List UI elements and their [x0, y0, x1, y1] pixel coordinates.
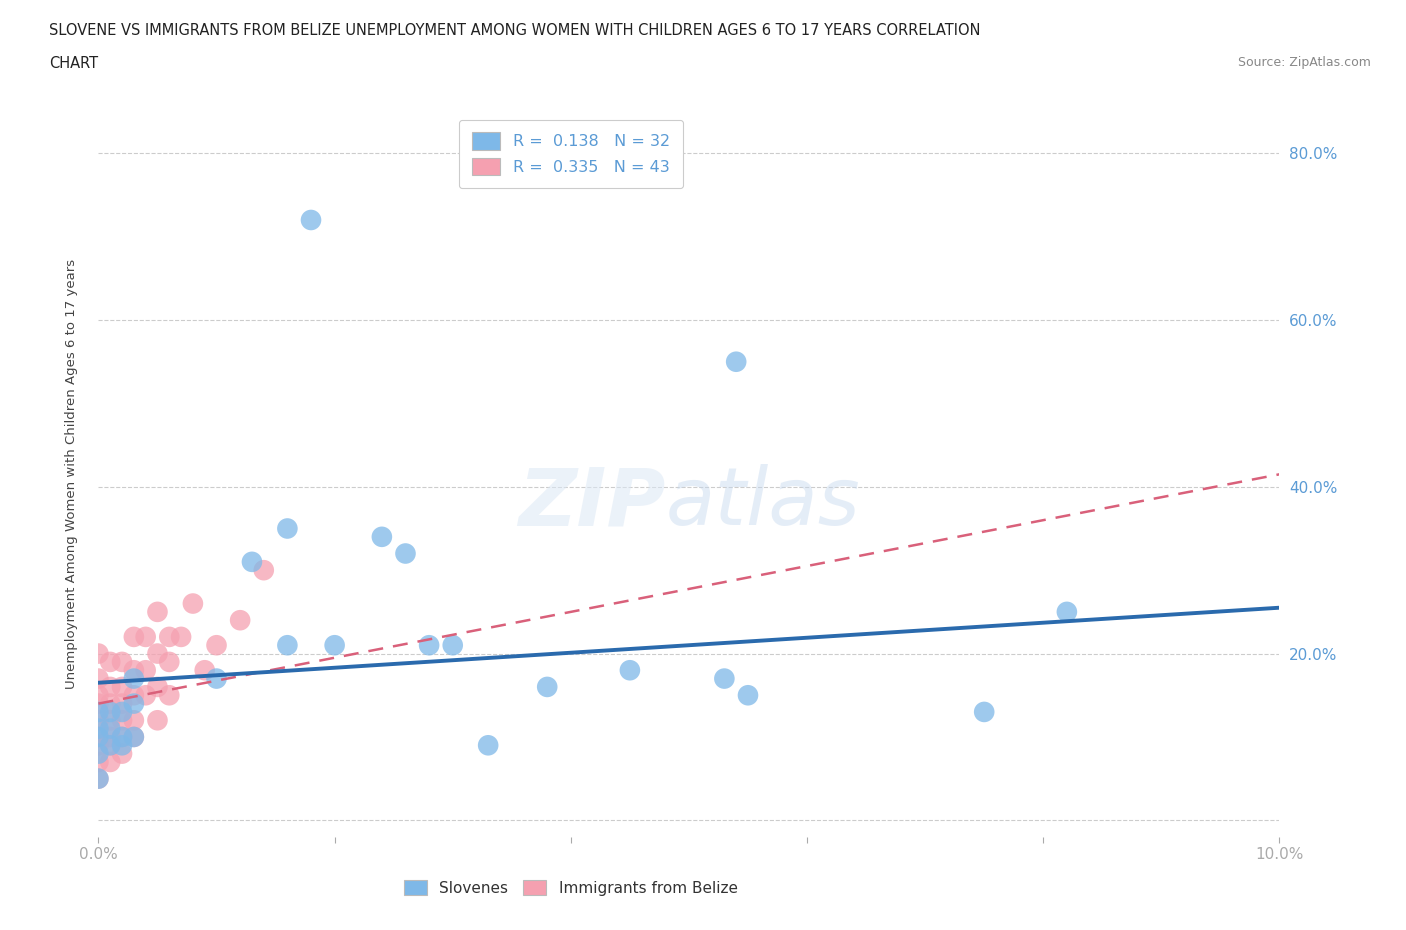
- Point: [98, 680, 121, 695]
- Point: [98, 705, 121, 720]
- Point: [157, 688, 180, 703]
- Point: [619, 663, 641, 678]
- Point: [87, 737, 110, 752]
- Point: [146, 712, 169, 727]
- Point: [323, 638, 346, 653]
- Point: [98, 655, 121, 670]
- Point: [135, 688, 157, 703]
- Point: [1056, 604, 1078, 619]
- Point: [181, 596, 204, 611]
- Point: [394, 546, 416, 561]
- Point: [157, 630, 180, 644]
- Point: [111, 746, 134, 761]
- Point: [122, 729, 145, 744]
- Point: [98, 737, 121, 752]
- Point: [87, 721, 110, 736]
- Point: [146, 604, 169, 619]
- Point: [87, 771, 110, 786]
- Point: [111, 729, 134, 744]
- Point: [87, 754, 110, 769]
- Point: [122, 688, 145, 703]
- Point: [170, 630, 193, 644]
- Point: [194, 663, 217, 678]
- Point: [87, 729, 110, 744]
- Y-axis label: Unemployment Among Women with Children Ages 6 to 17 years: Unemployment Among Women with Children A…: [65, 259, 77, 689]
- Point: [122, 697, 145, 711]
- Point: [98, 697, 121, 711]
- Point: [229, 613, 252, 628]
- Text: atlas: atlas: [665, 464, 860, 542]
- Text: Source: ZipAtlas.com: Source: ZipAtlas.com: [1237, 56, 1371, 69]
- Point: [111, 705, 134, 720]
- Point: [240, 554, 263, 569]
- Point: [371, 529, 394, 544]
- Point: [87, 712, 110, 727]
- Point: [111, 729, 134, 744]
- Point: [122, 663, 145, 678]
- Point: [253, 563, 276, 578]
- Point: [205, 671, 228, 686]
- Point: [441, 638, 464, 653]
- Point: [87, 729, 110, 744]
- Point: [122, 671, 145, 686]
- Point: [122, 712, 145, 727]
- Point: [87, 697, 110, 711]
- Point: [536, 680, 558, 695]
- Point: [111, 680, 134, 695]
- Point: [146, 680, 169, 695]
- Point: [87, 688, 110, 703]
- Point: [87, 705, 110, 720]
- Point: [87, 671, 110, 686]
- Point: [111, 712, 134, 727]
- Text: CHART: CHART: [49, 56, 98, 71]
- Point: [98, 712, 121, 727]
- Point: [725, 354, 748, 369]
- Point: [111, 697, 134, 711]
- Point: [87, 646, 110, 661]
- Point: [418, 638, 440, 653]
- Point: [98, 721, 121, 736]
- Point: [122, 729, 145, 744]
- Text: SLOVENE VS IMMIGRANTS FROM BELIZE UNEMPLOYMENT AMONG WOMEN WITH CHILDREN AGES 6 : SLOVENE VS IMMIGRANTS FROM BELIZE UNEMPL…: [49, 23, 981, 38]
- Point: [477, 737, 499, 752]
- Point: [111, 737, 134, 752]
- Legend: Slovenes, Immigrants from Belize: Slovenes, Immigrants from Belize: [398, 873, 744, 902]
- Point: [111, 655, 134, 670]
- Point: [713, 671, 735, 686]
- Point: [135, 663, 157, 678]
- Point: [135, 630, 157, 644]
- Point: [87, 771, 110, 786]
- Text: ZIP: ZIP: [517, 464, 665, 542]
- Point: [157, 655, 180, 670]
- Point: [299, 213, 322, 228]
- Point: [87, 746, 110, 761]
- Point: [973, 705, 995, 720]
- Point: [737, 688, 759, 703]
- Point: [98, 754, 121, 769]
- Point: [276, 638, 298, 653]
- Point: [146, 646, 169, 661]
- Point: [122, 630, 145, 644]
- Point: [205, 638, 228, 653]
- Point: [98, 729, 121, 744]
- Point: [98, 737, 121, 752]
- Point: [276, 521, 298, 536]
